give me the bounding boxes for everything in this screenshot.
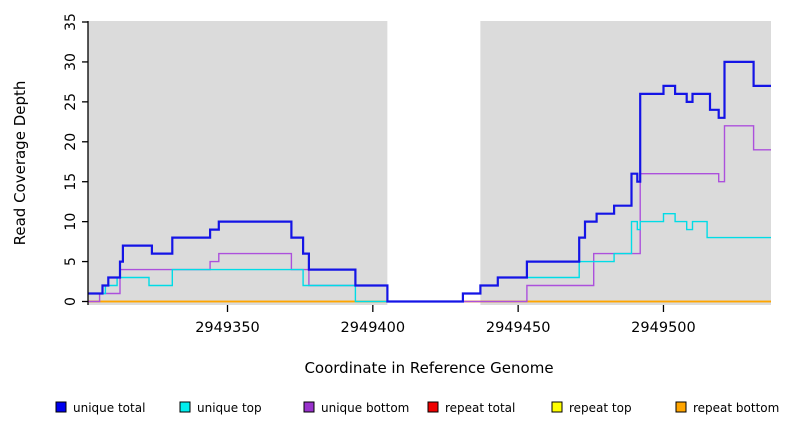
legend-label: repeat bottom [693,401,779,415]
legend-label: repeat total [445,401,515,415]
x-tick-label: 2949500 [631,320,696,336]
legend-label: unique total [73,401,145,415]
legend-swatch-repeat-bottom [675,401,687,413]
y-tick-label: 15 [63,173,79,191]
legend-label: repeat top [569,401,632,415]
unique-region-left [88,21,388,305]
y-tick-label: 0 [63,297,79,306]
x-tick-label: 2949400 [341,320,406,336]
legend-label: unique top [197,401,262,415]
x-axis-title: Coordinate in Reference Genome [304,359,553,377]
series-line-unique-top [88,213,771,303]
series-lines [88,60,771,303]
unique-region-right [480,21,771,305]
y-tick-label: 30 [63,53,79,71]
y-tick-label: 25 [63,93,79,111]
series-line-unique-total [88,60,771,303]
y-tick-label: 35 [63,13,79,31]
legend-swatch-repeat-top [551,401,563,413]
plot-background-regions [88,21,771,305]
y-tick-label: 5 [63,257,79,266]
legend-label: unique bottom [321,401,409,415]
axes: 0 5 10 15 20 25 30 35 2949350 2949400 2949450 29495… [63,13,696,336]
legend: unique total unique top unique bottom repea… [55,401,779,415]
legend-swatch-unique-top [179,401,191,413]
legend-swatch-repeat-total [427,401,439,413]
legend-swatch-unique-bottom [303,401,315,413]
y-tick-label: 10 [63,213,79,231]
legend-swatch-unique-total [55,401,67,413]
x-tick-label: 2949450 [486,320,551,336]
y-axis-title: Read Coverage Depth [11,81,29,246]
y-tick-label: 20 [63,133,79,151]
x-tick-label: 2949350 [195,320,260,336]
